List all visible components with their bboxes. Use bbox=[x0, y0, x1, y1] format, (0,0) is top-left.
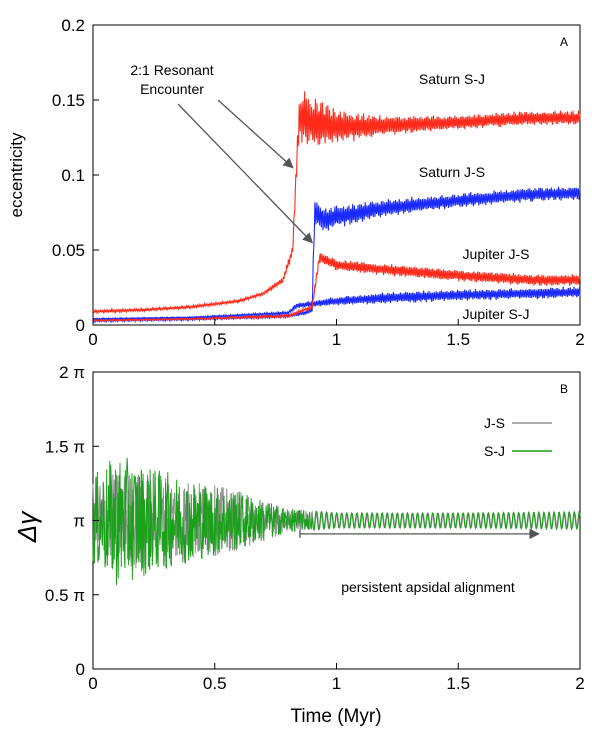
label-saturn-sj: Saturn S-J bbox=[419, 71, 485, 87]
panel-a-ytick-label: 0 bbox=[76, 316, 85, 335]
alignment-annotation: persistent apsidal alignment bbox=[341, 579, 515, 595]
panel-b-label: B bbox=[560, 382, 568, 396]
label-jupiter-sj: Jupiter S-J bbox=[463, 306, 530, 322]
panel-b-ytick-label: 0.5 π bbox=[45, 586, 85, 605]
panel-a-xtick-label: 2 bbox=[575, 330, 584, 349]
resonant-encounter-line2: Encounter bbox=[140, 81, 204, 97]
panel-b-xlabel: Time (Myr) bbox=[290, 706, 381, 727]
panel-b-ylabel: Δγ bbox=[12, 510, 42, 543]
panel-a-ytick-label: 0.05 bbox=[52, 241, 85, 260]
panel-b-xtick-label: 0 bbox=[88, 674, 97, 693]
legend-label-js: J-S bbox=[484, 415, 505, 431]
panel-a-xtick-label: 1 bbox=[332, 330, 341, 349]
panel-b-ticks: 0 0.5 1 1.5 2 0 0.5 π π 1.5 π 2 π bbox=[45, 363, 585, 693]
panel-a: 0 0.5 1 1.5 200.050.10.150.2 A eccentricity … bbox=[7, 16, 585, 349]
panel-b-ytick-label: 0 bbox=[76, 660, 85, 679]
panel-a-ytick-label: 0.1 bbox=[61, 166, 85, 185]
panel-a-ticks: 0 0.5 1 1.5 2 0 0.05 0.1 0.15 0.2 bbox=[52, 16, 585, 349]
panel-a-series bbox=[92, 91, 581, 324]
panel-b-ytick-label: 2 π bbox=[59, 363, 85, 382]
legend: J-S S-J bbox=[484, 415, 552, 459]
resonant-encounter-line1: 2:1 Resonant bbox=[130, 62, 213, 78]
series-jupiter-j-s bbox=[92, 253, 581, 323]
panel-b-xtick-label: 1 bbox=[332, 674, 341, 693]
panel-b-xtick-label: 0.5 bbox=[203, 674, 227, 693]
panel-a-xtick-label: 0.5 bbox=[203, 330, 227, 349]
panel-b-series bbox=[92, 457, 581, 586]
legend-label-sj: S-J bbox=[484, 443, 505, 459]
panel-a-xtick-label: 1.5 bbox=[446, 330, 470, 349]
label-jupiter-js: Jupiter J-S bbox=[463, 246, 530, 262]
resonant-arrow bbox=[177, 103, 314, 244]
panel-b-ytick-label: 1.5 π bbox=[45, 437, 85, 456]
panel-a-label: A bbox=[560, 35, 568, 49]
series-jupiter-s-j bbox=[92, 286, 581, 321]
panel-b-xtick-label: 2 bbox=[575, 674, 584, 693]
panel-a-ylabel: eccentricity bbox=[7, 132, 26, 218]
resonant-arrow bbox=[217, 99, 294, 169]
panel-a-xtick-label: 0 bbox=[88, 330, 97, 349]
label-saturn-js: Saturn J-S bbox=[419, 164, 485, 180]
resonant-encounter-arrows bbox=[177, 99, 314, 244]
panel-a-ytick-label: 0.2 bbox=[61, 16, 85, 35]
panel-b: 0 0.5 1 1.5 2 0 0.5 π π 1.5 π 2 π B Δγ Time (Myr)… bbox=[12, 363, 585, 727]
series-s-j bbox=[92, 457, 581, 586]
panel-a-ytick-label: 0.15 bbox=[52, 91, 85, 110]
panel-b-ytick-label: π bbox=[73, 512, 85, 531]
alignment-arrow bbox=[299, 528, 540, 540]
series-saturn-s-j bbox=[92, 91, 581, 315]
panel-b-xtick-label: 1.5 bbox=[446, 674, 470, 693]
